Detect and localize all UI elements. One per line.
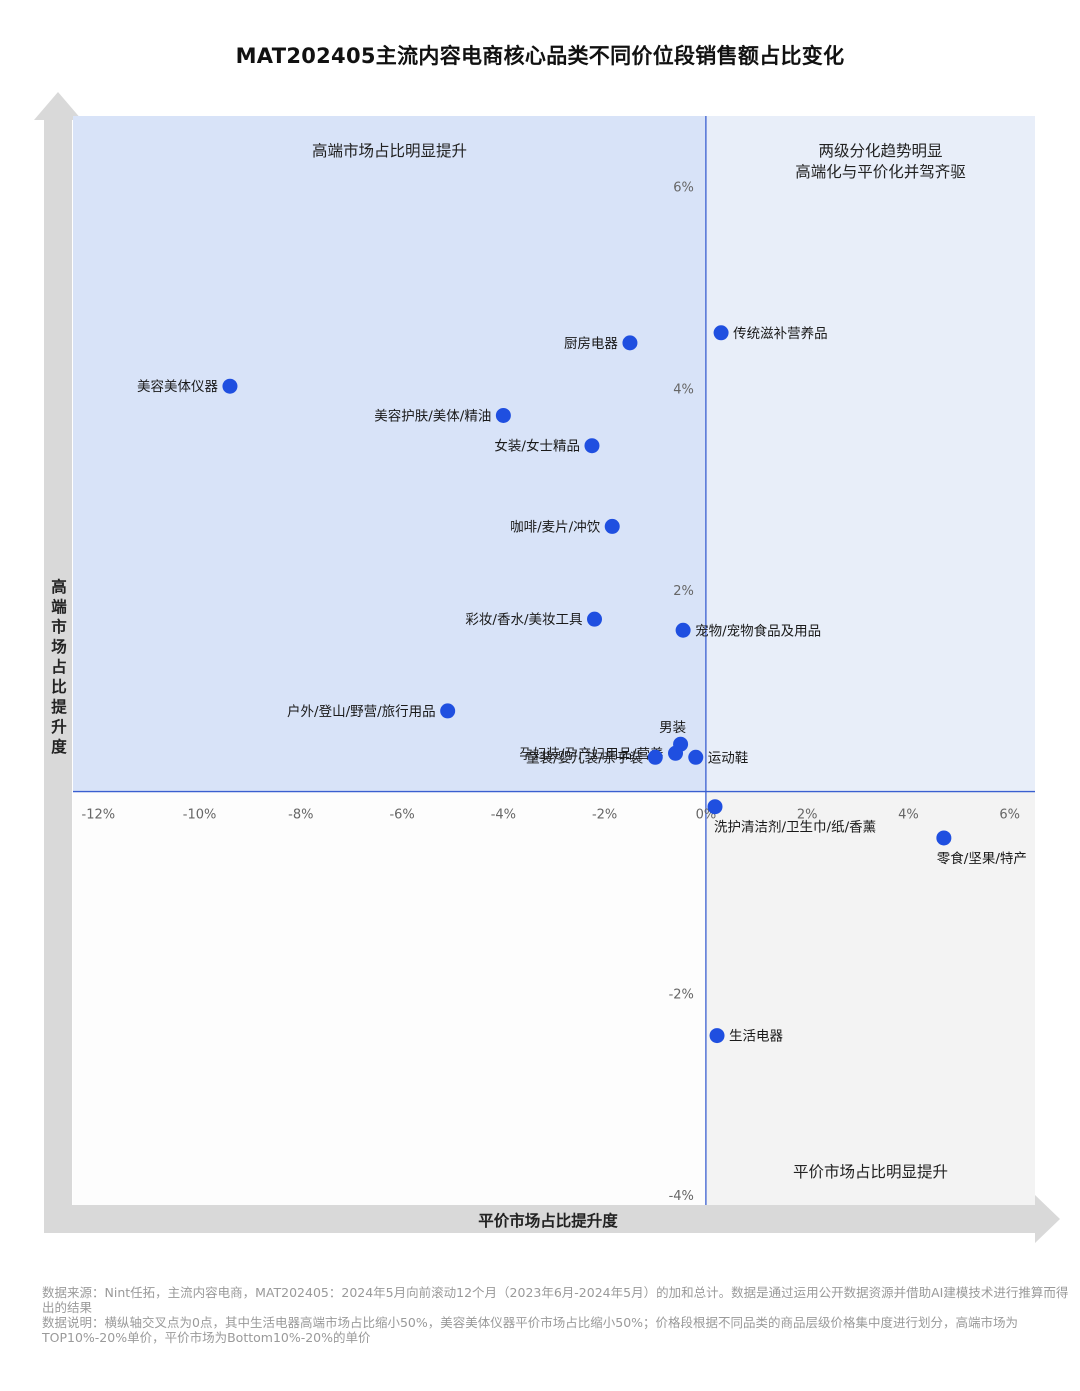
x-tick-label: -8% bbox=[288, 808, 313, 823]
data-label: 孕妇装/孕产妇用品/营养 bbox=[519, 745, 663, 762]
data-point bbox=[604, 518, 620, 534]
y-tick-label: 4% bbox=[673, 382, 694, 397]
data-label: 美容护肤/美体/精油 bbox=[374, 407, 491, 424]
data-point bbox=[587, 611, 603, 627]
data-point bbox=[647, 749, 663, 765]
x-tick-label: -12% bbox=[82, 808, 116, 823]
data-label: 运动鞋 bbox=[708, 750, 749, 766]
data-label: 男装 bbox=[659, 720, 686, 736]
x-tick-label: 4% bbox=[898, 808, 919, 823]
data-point bbox=[440, 703, 456, 719]
x-tick-label: -6% bbox=[389, 808, 414, 823]
data-label: 咖啡/麦片/冲饮 bbox=[510, 519, 601, 535]
footnote-source: 数据来源：Nint任拓，主流内容电商，MAT202405：2024年5月向前滚动… bbox=[42, 1285, 1069, 1315]
data-label: 美容美体仪器 bbox=[137, 378, 218, 395]
y-tick-label: -2% bbox=[669, 987, 694, 1002]
data-label: 女装/女士精品 bbox=[494, 438, 580, 455]
data-label: 童装/婴儿装/亲子装 bbox=[526, 749, 643, 766]
chart-footnote: 数据来源：Nint任拓，主流内容电商，MAT202405：2024年5月向前滚动… bbox=[42, 1285, 1072, 1345]
data-point bbox=[709, 1028, 725, 1044]
x-tick-label: 6% bbox=[999, 808, 1020, 823]
data-point bbox=[936, 830, 952, 846]
x-tick-label: -10% bbox=[183, 808, 217, 823]
data-point bbox=[622, 335, 638, 351]
quadrant-scatter-chart: -12% -10% -8% -6% -4% -2% 0% 2% 4% 6%6%4%2%-2%-4%… bbox=[34, 92, 1060, 1243]
quadrant-label-top-left: 高端市场占比明显提升 bbox=[312, 142, 467, 160]
quadrant-label-top-right: 高端化与平价化并驾齐驱 bbox=[795, 163, 966, 181]
y-tick-label: 6% bbox=[673, 181, 694, 196]
quadrant-label-bottom-right: 平价市场占比明显提升 bbox=[793, 1163, 948, 1181]
y-axis-title: 高端市场占比提升度 bbox=[51, 577, 67, 756]
x-tick-label: 2% bbox=[797, 808, 818, 823]
data-point bbox=[495, 407, 511, 423]
y-tick-label: -4% bbox=[669, 1189, 694, 1204]
quadrant-top-right bbox=[705, 116, 1035, 792]
quadrant-top-left bbox=[73, 116, 706, 792]
quadrant-label-top-right: 两级分化趋势明显 bbox=[818, 142, 942, 160]
y-axis-arrow bbox=[34, 92, 82, 1232]
data-label: 彩妆/香水/美妆工具 bbox=[465, 612, 582, 628]
data-point bbox=[668, 745, 684, 761]
data-point bbox=[584, 438, 600, 454]
y-tick-label: 2% bbox=[673, 584, 694, 599]
x-tick-label: -2% bbox=[592, 808, 617, 823]
quadrant-bottom-left bbox=[73, 791, 706, 1205]
x-tick-label: -4% bbox=[491, 808, 516, 823]
data-point bbox=[222, 378, 238, 394]
chart-title: MAT202405主流内容电商核心品类不同价位段销售额占比变化 bbox=[235, 44, 845, 68]
x-axis-arrow bbox=[44, 1195, 1060, 1243]
data-label: 零食/坚果/特产 bbox=[937, 850, 1027, 867]
footnote-explanation: 数据说明：横纵轴交叉点为0点，其中生活电器高端市场占比缩小50%，美容美体仪器平… bbox=[42, 1315, 1019, 1345]
data-label: 生活电器 bbox=[729, 1029, 783, 1045]
data-point bbox=[707, 799, 723, 815]
data-point bbox=[675, 622, 691, 638]
data-point bbox=[713, 325, 729, 341]
quadrant-bottom-right bbox=[705, 791, 1035, 1205]
data-label: 传统滋补营养品 bbox=[733, 326, 828, 342]
data-label: 洗护清洁剂/卫生巾/纸/香薰 bbox=[714, 820, 876, 836]
data-label: 厨房电器 bbox=[564, 336, 618, 352]
data-point bbox=[688, 749, 704, 765]
x-axis-title: 平价市场占比提升度 bbox=[478, 1211, 618, 1230]
data-label: 宠物/宠物食品及用品 bbox=[695, 622, 821, 639]
data-label: 户外/登山/野营/旅行用品 bbox=[287, 703, 436, 720]
